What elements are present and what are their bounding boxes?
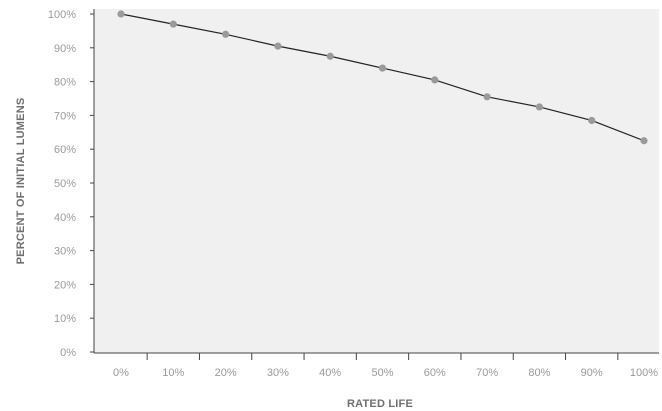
y-tick-label: 80% <box>54 77 76 89</box>
x-tick-label: 50% <box>371 367 393 379</box>
data-point <box>483 93 491 101</box>
data-point <box>274 42 282 50</box>
y-tick-label: 70% <box>54 110 76 122</box>
x-tick-label: 100% <box>630 367 658 379</box>
x-tick-label: 90% <box>581 367 603 379</box>
y-tick-label: 50% <box>54 178 76 190</box>
data-point <box>431 76 439 84</box>
x-tick-label: 30% <box>267 367 289 379</box>
x-tick-label: 10% <box>162 367 184 379</box>
x-axis-title: RATED LIFE <box>347 398 413 410</box>
y-axis-ticks: 0% 10% 20% 30% 40% 50% 60% 70% 80% 90% 100% <box>48 9 94 359</box>
y-tick-label: 100% <box>48 9 76 21</box>
x-tick-label: 60% <box>424 367 446 379</box>
data-point <box>326 52 334 60</box>
data-point <box>222 30 230 38</box>
y-tick-label: 0% <box>60 347 76 359</box>
x-axis-ticks: 0% 10% 20% 30% 40% 50% 60% 70% 80% 90% 100% <box>113 353 658 379</box>
data-point <box>378 64 387 72</box>
x-tick-label: 20% <box>215 367 237 379</box>
data-point <box>640 137 648 145</box>
data-point <box>588 116 596 125</box>
data-point <box>169 20 177 28</box>
x-tick-label: 0% <box>113 367 129 379</box>
data-points <box>117 10 648 145</box>
y-tick-label: 90% <box>54 43 76 55</box>
y-tick-label: 10% <box>54 313 76 325</box>
y-tick-label: 60% <box>54 144 76 156</box>
plot-background <box>94 9 659 353</box>
y-tick-label: 30% <box>54 246 76 258</box>
y-tick-label: 40% <box>54 212 76 224</box>
y-tick-label: 20% <box>54 279 76 291</box>
x-tick-label: 70% <box>476 367 498 379</box>
y-axis-title: PERCENT OF INITIAL LUMENS <box>15 98 27 265</box>
x-tick-label: 80% <box>528 367 550 379</box>
data-point <box>117 10 125 18</box>
x-tick-label: 40% <box>319 367 341 379</box>
data-point <box>535 103 544 111</box>
